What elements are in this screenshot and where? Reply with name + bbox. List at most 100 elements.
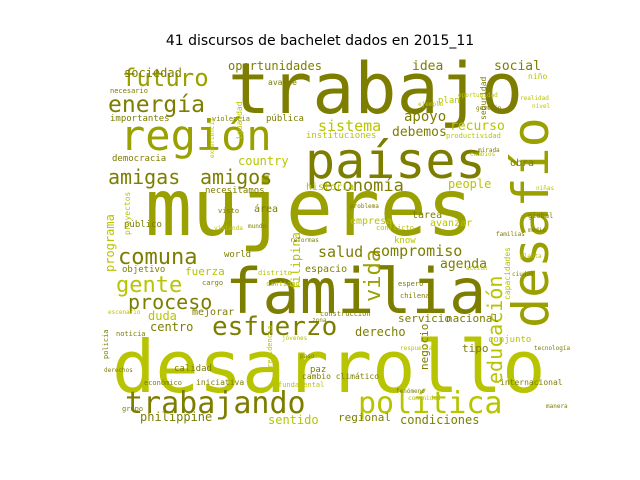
word-historia: historia [306,182,354,193]
word-region: región [120,111,272,160]
word-familia: familia [225,255,486,328]
word-democracia: democracia [112,154,166,164]
word-calidad: calidad [174,364,212,374]
word-policia: policía [102,329,110,359]
word-plan: plan [438,96,460,106]
word-noticia: noticia [116,330,146,338]
word-nino: niño [528,72,547,81]
word-derechos: derechos [104,367,133,374]
word-salud: salud [318,243,363,261]
word-tipo: tipo [462,342,489,355]
word-vivienda: vivienda [214,225,243,232]
word-futuro: futuro [122,64,209,92]
word-presidencia: presidencia [266,326,274,372]
word-derecho: derecho [355,325,406,339]
word-duda: duda [148,309,177,323]
word-sociedad: sociedad [124,66,182,80]
word-cargo: cargo [202,279,223,287]
word-politica: política [358,386,503,421]
word-tarea: tarea [412,210,442,221]
word-paises: países [305,132,486,190]
word-familias: familias [496,231,525,238]
word-espero: espero [398,280,423,288]
word-compromiso: compromiso [372,242,462,260]
word-manera: manera [546,403,568,410]
word-centro: centro [150,320,193,334]
word-jovenes: jóvenes [282,335,308,342]
word-escenario: escenario [108,309,141,316]
chart-title: 41 discursos de bachelet dados en 2015_1… [165,33,475,49]
word-instituciones: instituciones [306,131,376,141]
word-oportunidades: oportunidades [228,59,322,73]
word-comuna: comuna [118,245,197,270]
word-agenda: agenda [440,257,487,272]
word-desafio: desafío [502,117,560,328]
word-avance: avance [268,78,297,87]
word-cambios: cambios [470,151,496,158]
word-fenomeno: fenómeno [396,388,425,395]
word-capacidades: capacidades [503,247,512,300]
word-country: country [238,154,289,168]
word-ciudad: ciudad [512,271,534,278]
word-accion: acción [466,265,488,272]
word-fuerza: fuerza [185,265,225,278]
word-objetivo: objetivo [122,265,165,275]
word-oportunidad: oportunidad [458,92,498,99]
word-cambio-climatico: cambio climático [302,372,379,381]
word-idea: idea [412,59,443,74]
word-mirada: mirada [478,147,500,154]
word-productividad: productividad [446,132,501,140]
word-area: área [254,203,278,215]
word-experiencia: experiencia [209,118,216,158]
word-cantidad: cantidad [266,280,300,288]
word-iniciativa: iniciativa [196,378,244,387]
word-nivel: nivel [532,103,550,110]
word-mejorar: mejorar [192,307,234,318]
word-desarrollo: desarrollo [112,325,545,409]
word-proceso: proceso [128,290,212,314]
word-necesario: necesario [110,87,148,95]
word-apoyo: apoyo [404,109,446,125]
word-zona: zona [312,317,327,324]
word-people: people [448,177,491,191]
word-debemos: debemos [392,125,447,140]
word-gente: gente [116,273,182,298]
word-importantes: importantes [110,114,170,124]
word-recurso: recurso [450,119,505,134]
word-sentido: sentido [268,413,319,427]
word-conjunto: conjunto [488,335,531,345]
word-filipina: filipina [289,232,303,290]
word-respuesta: respuesta [400,345,433,352]
word-gestion: gestión [476,105,502,112]
word-necesitamos: necesitamos [205,186,265,196]
word-philippine: philippine [140,410,212,424]
word-publico: público [124,220,162,230]
word-esfuerzo: esfuerzo [212,312,337,342]
word-ninas: niñas [536,185,554,192]
word-reformas: reformas [290,237,319,244]
word-igualdad: igualdad [235,101,244,140]
word-seguridad: seguridad [479,76,488,120]
word-energia: energía [108,92,205,118]
word-trabajando: trabajando [125,386,306,421]
word-amigos: amigos [200,165,272,189]
word-medio: medio [528,227,546,234]
word-economia: economía [322,176,404,196]
word-chilena: chilena [400,292,430,300]
word-proyectos: proyectos [123,191,132,235]
word-realidad: realidad [520,95,549,102]
word-educacion: educación [483,276,507,384]
word-problema: problema [350,203,379,210]
word-nacional: nacional [446,312,499,325]
word-espacio: espacio [305,264,347,275]
word-mundo: mundo [248,223,266,230]
word-servicio: servicio [398,312,451,325]
word-ejemplo: ejemplo [418,101,444,108]
word-fundamental: fundamental [278,381,324,389]
word-vida: vida [361,249,386,302]
word-violencia: violencia [212,115,250,123]
word-planta: planta [520,253,542,260]
word-empresa: empresa [350,216,392,227]
word-internacional: internacional [500,378,563,387]
word-distrito: distrito [258,269,292,277]
